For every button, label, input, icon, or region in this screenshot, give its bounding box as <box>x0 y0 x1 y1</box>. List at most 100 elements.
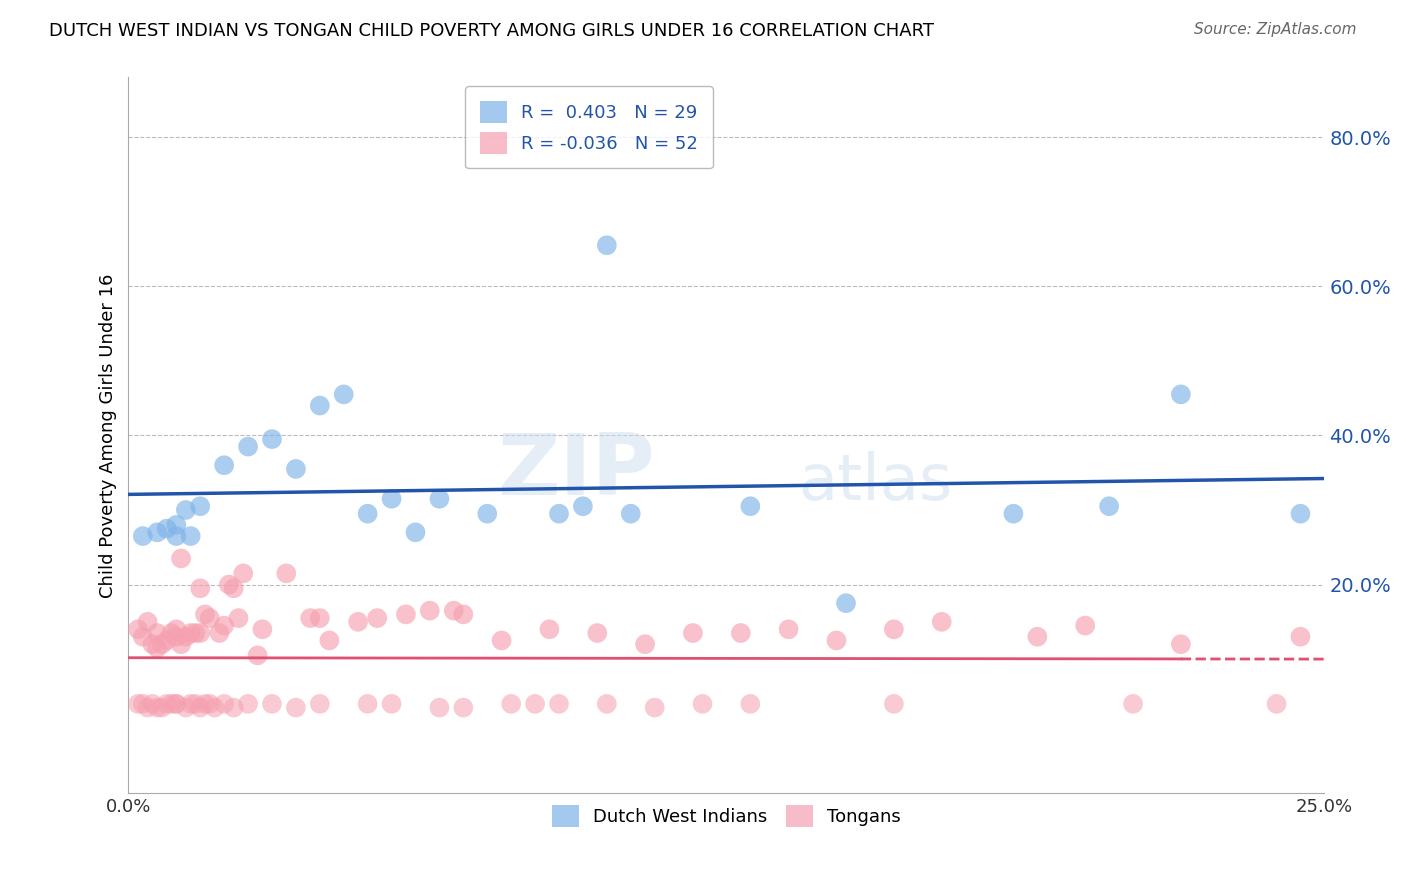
Point <box>165 697 187 711</box>
Point <box>356 697 378 711</box>
Text: ZIP: ZIP <box>496 430 655 513</box>
Point <box>284 700 307 714</box>
Point <box>212 618 235 632</box>
Point <box>692 697 714 711</box>
Point <box>136 700 159 714</box>
Point <box>586 626 609 640</box>
Point <box>127 622 149 636</box>
Point <box>356 507 378 521</box>
Point <box>146 700 169 714</box>
Point <box>740 697 762 711</box>
Point <box>429 491 451 506</box>
Point <box>299 611 322 625</box>
Point <box>141 697 163 711</box>
Point <box>170 637 193 651</box>
Point <box>156 522 179 536</box>
Point <box>524 697 547 711</box>
Point <box>204 700 226 714</box>
Point <box>501 697 523 711</box>
Point <box>180 626 202 640</box>
Point <box>180 697 202 711</box>
Point <box>198 611 221 625</box>
Point <box>596 697 619 711</box>
Point <box>146 640 169 655</box>
Point <box>835 596 858 610</box>
Point <box>188 500 211 514</box>
Point <box>260 432 283 446</box>
Point <box>132 630 155 644</box>
Point <box>453 607 475 622</box>
Point <box>419 604 441 618</box>
Point <box>232 566 254 581</box>
Point <box>184 626 207 640</box>
Point <box>188 581 211 595</box>
Point <box>1122 697 1144 711</box>
Point <box>188 700 211 714</box>
Point <box>150 637 173 651</box>
Point <box>276 566 298 581</box>
Point <box>1026 630 1049 644</box>
Point <box>260 697 283 711</box>
Point <box>1002 507 1025 521</box>
Point <box>146 525 169 540</box>
Point <box>491 633 513 648</box>
Point <box>165 622 187 636</box>
Point <box>284 462 307 476</box>
Point <box>1289 630 1312 644</box>
Point <box>825 633 848 648</box>
Point <box>160 626 183 640</box>
Point <box>332 387 354 401</box>
Point <box>141 637 163 651</box>
Legend: Dutch West Indians, Tongans: Dutch West Indians, Tongans <box>544 798 908 834</box>
Point <box>682 626 704 640</box>
Point <box>165 517 187 532</box>
Point <box>132 697 155 711</box>
Text: atlas: atlas <box>799 451 952 513</box>
Point <box>347 615 370 629</box>
Point <box>146 626 169 640</box>
Point <box>194 697 217 711</box>
Point <box>236 440 259 454</box>
Point <box>160 697 183 711</box>
Point <box>132 529 155 543</box>
Point <box>184 697 207 711</box>
Point <box>174 630 197 644</box>
Point <box>156 697 179 711</box>
Point <box>156 633 179 648</box>
Point <box>381 697 404 711</box>
Point <box>381 491 404 506</box>
Point <box>136 615 159 629</box>
Point <box>252 622 274 636</box>
Point <box>165 697 187 711</box>
Point <box>395 607 418 622</box>
Point <box>308 697 330 711</box>
Text: Source: ZipAtlas.com: Source: ZipAtlas.com <box>1194 22 1357 37</box>
Point <box>644 700 666 714</box>
Point <box>236 697 259 711</box>
Point <box>198 697 221 711</box>
Point <box>596 238 619 252</box>
Point <box>366 611 388 625</box>
Point <box>212 697 235 711</box>
Point <box>246 648 269 663</box>
Point <box>1170 387 1192 401</box>
Point <box>308 611 330 625</box>
Point <box>150 700 173 714</box>
Point <box>188 626 211 640</box>
Point <box>634 637 657 651</box>
Point <box>477 507 499 521</box>
Point <box>1289 507 1312 521</box>
Point <box>1170 637 1192 651</box>
Point <box>170 551 193 566</box>
Point <box>548 697 571 711</box>
Point <box>165 529 187 543</box>
Point <box>453 700 475 714</box>
Point <box>1074 618 1097 632</box>
Point <box>538 622 561 636</box>
Point <box>165 630 187 644</box>
Point <box>212 458 235 473</box>
Point <box>222 700 245 714</box>
Point <box>572 500 595 514</box>
Point <box>443 604 465 618</box>
Point <box>778 622 800 636</box>
